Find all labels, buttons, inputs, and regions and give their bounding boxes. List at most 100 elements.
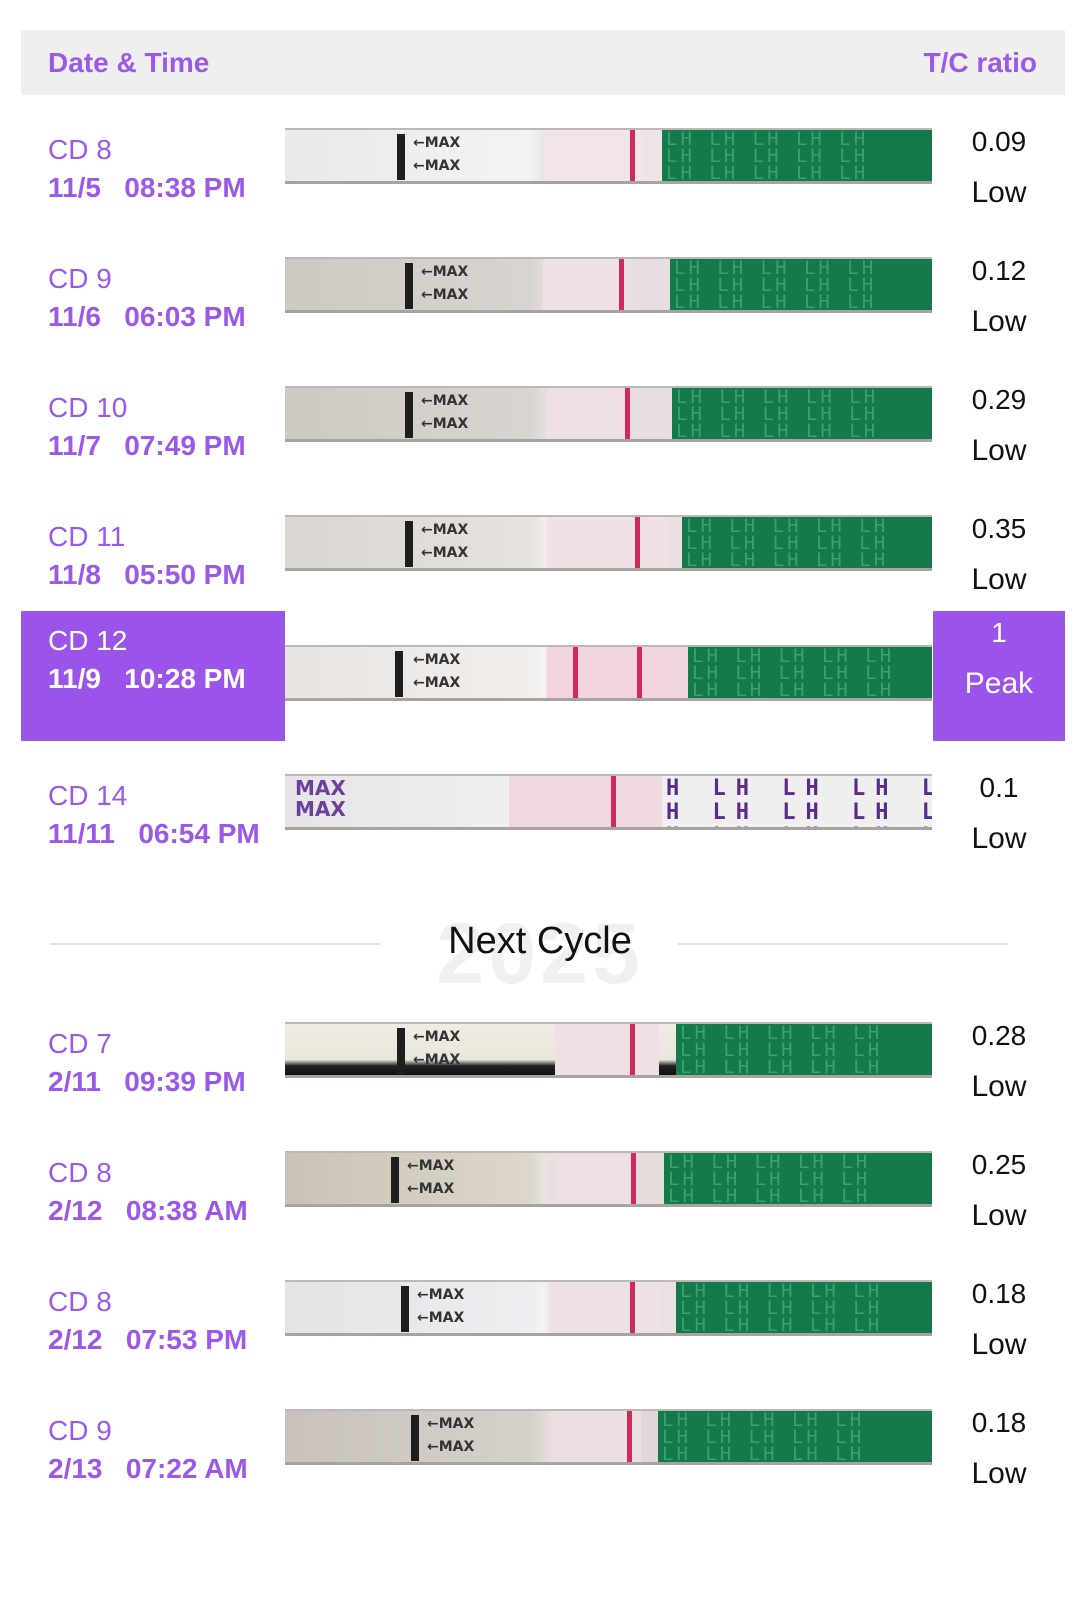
strip-max-label: MAX MAX	[295, 776, 346, 821]
strip-result-zone	[555, 1024, 659, 1075]
lh-level-label: Low	[971, 305, 1027, 338]
date-time-label: 11/11 06:54 PM	[48, 818, 260, 849]
strip-max-label: ←MAX ←MAX	[413, 1029, 461, 1068]
cycle-day-label: CD 11	[48, 521, 126, 552]
row-date-cell: CD 9 11/6 06:03 PM	[21, 249, 285, 379]
strip-handle: LH LH LH LH LH LH LH LH LH LH LH LH LH L…	[676, 1282, 932, 1333]
year-watermark: 2025	[436, 906, 644, 1002]
row-date-cell: CD 14 11/11 06:54 PM	[21, 766, 285, 896]
date-time-label: 11/7 07:49 PM	[48, 430, 246, 461]
strip-test-line	[631, 1153, 636, 1204]
cycle-day-label: CD 8	[48, 1286, 112, 1317]
cycle-day-label: CD 10	[48, 392, 128, 423]
strip-max-label: ←MAX ←MAX	[413, 652, 461, 691]
date-time-label: 2/12 08:38 AM	[48, 1195, 248, 1226]
strip-handle: LH LH LH LH LH LH LH LH LH LH LH LH LH L…	[688, 647, 932, 698]
row-date-cell: CD 8 11/5 08:38 PM	[21, 120, 285, 250]
strip-control-mark	[405, 392, 413, 438]
strip-control-mark	[405, 521, 413, 567]
cycle-day-label: CD 12	[48, 625, 128, 656]
divider-line-left	[50, 943, 380, 945]
strip-test-line	[573, 647, 578, 698]
test-strip-photo[interactable]: ←MAX ←MAX LH LH LH LH LH LH LH LH LH LH …	[285, 257, 932, 313]
result-row[interactable]: CD 14 11/11 06:54 PM 0.1 Low	[21, 766, 1065, 896]
cycle-day-label: CD 14	[48, 780, 128, 811]
row-date-cell: CD 10 11/7 07:49 PM	[21, 378, 285, 508]
result-row[interactable]: CD 10 11/7 07:49 PM 0.29 Low	[21, 378, 1065, 508]
test-strip-photo[interactable]: ←MAX ←MAX LH LH LH LH LH LH LH LH LH LH …	[285, 1151, 932, 1207]
row-date-cell: CD 9 2/13 07:22 AM	[21, 1401, 285, 1531]
strip-max-label: ←MAX ←MAX	[421, 393, 469, 432]
strip-lh-watermark: LH LH LH LH LH LH LH LH LH LH LH LH LH L…	[668, 1153, 871, 1204]
date-time-label: 11/8 05:50 PM	[48, 559, 246, 590]
strip-control-mark	[401, 1286, 409, 1332]
row-ratio-cell: 0.09 Low	[933, 120, 1065, 250]
test-strip-photo[interactable]: ←MAX ←MAX LH LH LH LH LH LH LH LH LH LH …	[285, 1280, 932, 1336]
cycle-day-label: CD 7	[48, 1028, 112, 1059]
test-strip-photo[interactable]: ←MAX ←MAX LH LH LH LH LH LH LH LH LH LH …	[285, 515, 932, 571]
cycle-day-label: CD 9	[48, 263, 112, 294]
lh-level-label: Low	[971, 434, 1027, 467]
test-strip-photo[interactable]: ←MAX ←MAX LH LH LH LH LH LH LH LH LH LH …	[285, 1409, 932, 1465]
lh-level-label: Low	[971, 1199, 1027, 1232]
strip-result-zone	[551, 388, 627, 439]
strip-lh-watermark: H LH LH LH LH H LH LH LH LH H LH LH LH L…	[666, 776, 932, 828]
test-strip-photo[interactable]: ←MAX ←MAX LH LH LH LH LH LH LH LH LH LH …	[285, 1022, 932, 1078]
strip-lh-watermark: LH LH LH LH LH LH LH LH LH LH LH LH LH L…	[676, 388, 879, 439]
strip-test-line	[630, 130, 635, 181]
result-row[interactable]: CD 8 11/5 08:38 PM 0.09 Low	[21, 120, 1065, 250]
tc-ratio-value: 0.12	[971, 255, 1027, 286]
row-date-cell: CD 8 2/12 07:53 PM	[21, 1272, 285, 1402]
strip-test-line	[625, 388, 630, 439]
date-time-label: 11/5 08:38 PM	[48, 172, 246, 203]
result-row[interactable]: CD 8 2/12 08:38 AM 0.25 Low	[21, 1143, 1065, 1273]
test-strip-photo[interactable]: ←MAX ←MAX LH LH LH LH LH LH LH LH LH LH …	[285, 386, 932, 442]
strip-result-zone	[549, 1282, 661, 1333]
test-strip-photo[interactable]: MAX MAX H LH LH LH LH H LH LH LH LH H LH…	[285, 774, 932, 830]
row-ratio-cell: 0.29 Low	[933, 378, 1065, 508]
strip-handle: LH LH LH LH LH LH LH LH LH LH LH LH LH L…	[658, 1411, 932, 1462]
strip-handle: LH LH LH LH LH LH LH LH LH LH LH LH LH L…	[672, 388, 932, 439]
strip-lh-watermark: LH LH LH LH LH LH LH LH LH LH LH LH LH L…	[674, 259, 877, 310]
strip-control-mark	[411, 1415, 419, 1461]
strip-max-label: ←MAX ←MAX	[413, 135, 461, 174]
test-strip-photo[interactable]: ←MAX ←MAX LH LH LH LH LH LH LH LH LH LH …	[285, 128, 932, 184]
date-time-label: 2/12 07:53 PM	[48, 1324, 248, 1355]
tc-ratio-value: 1	[991, 617, 1007, 648]
lh-level-label: Low	[971, 822, 1027, 855]
date-time-label: 11/6 06:03 PM	[48, 301, 246, 332]
strip-result-zone	[509, 776, 649, 827]
lh-level-label: Peak	[964, 667, 1034, 700]
strip-handle: LH LH LH LH LH LH LH LH LH LH LH LH LH L…	[670, 259, 932, 310]
strip-handle: LH LH LH LH LH LH LH LH LH LH LH LH LH L…	[664, 1153, 932, 1204]
tc-ratio-value: 0.09	[971, 126, 1027, 157]
tc-ratio-value: 0.18	[971, 1407, 1027, 1438]
strip-test-line	[619, 259, 624, 310]
tc-ratio-column-header: T/C ratio	[923, 47, 1037, 78]
cycle-day-label: CD 8	[48, 1157, 112, 1188]
strip-result-zone	[543, 259, 623, 310]
strip-handle: LH LH LH LH LH LH LH LH LH LH LH LH LH L…	[662, 130, 932, 181]
row-ratio-cell: 0.25 Low	[933, 1143, 1065, 1273]
strip-control-mark	[405, 263, 413, 309]
result-row[interactable]: CD 11 11/8 05:50 PM 0.35 Low	[21, 507, 1065, 637]
strip-handle: H LH LH LH LH H LH LH LH LH H LH LH LH L…	[662, 776, 932, 827]
strip-max-label: ←MAX ←MAX	[427, 1416, 475, 1455]
result-row[interactable]: CD 8 2/12 07:53 PM 0.18 Low	[21, 1272, 1065, 1402]
result-row[interactable]: CD 9 2/13 07:22 AM 0.18 Low	[21, 1401, 1065, 1531]
row-date-cell: CD 7 2/11 09:39 PM	[21, 1014, 285, 1144]
result-row[interactable]: CD 7 2/11 09:39 PM 0.28 Low	[21, 1014, 1065, 1144]
result-row-peak[interactable]: CD 12 11/9 10:28 PM 1 Peak	[21, 611, 1065, 741]
cycle-day-label: CD 9	[48, 1415, 112, 1446]
strip-test-line	[627, 1411, 632, 1462]
lh-level-label: Low	[971, 1328, 1027, 1361]
test-strip-photo[interactable]: ←MAX ←MAX LH LH LH LH LH LH LH LH LH LH …	[285, 645, 932, 701]
date-time-label: 2/13 07:22 AM	[48, 1453, 248, 1484]
strip-lh-watermark: LH LH LH LH LH LH LH LH LH LH LH LH LH L…	[686, 517, 889, 568]
divider-line-right	[678, 943, 1008, 945]
strip-control-mark	[397, 134, 405, 180]
strip-result-zone	[551, 1411, 641, 1462]
tc-ratio-value: 0.18	[971, 1278, 1027, 1309]
result-row[interactable]: CD 9 11/6 06:03 PM 0.12 Low	[21, 249, 1065, 379]
row-ratio-cell: 0.18 Low	[933, 1401, 1065, 1531]
